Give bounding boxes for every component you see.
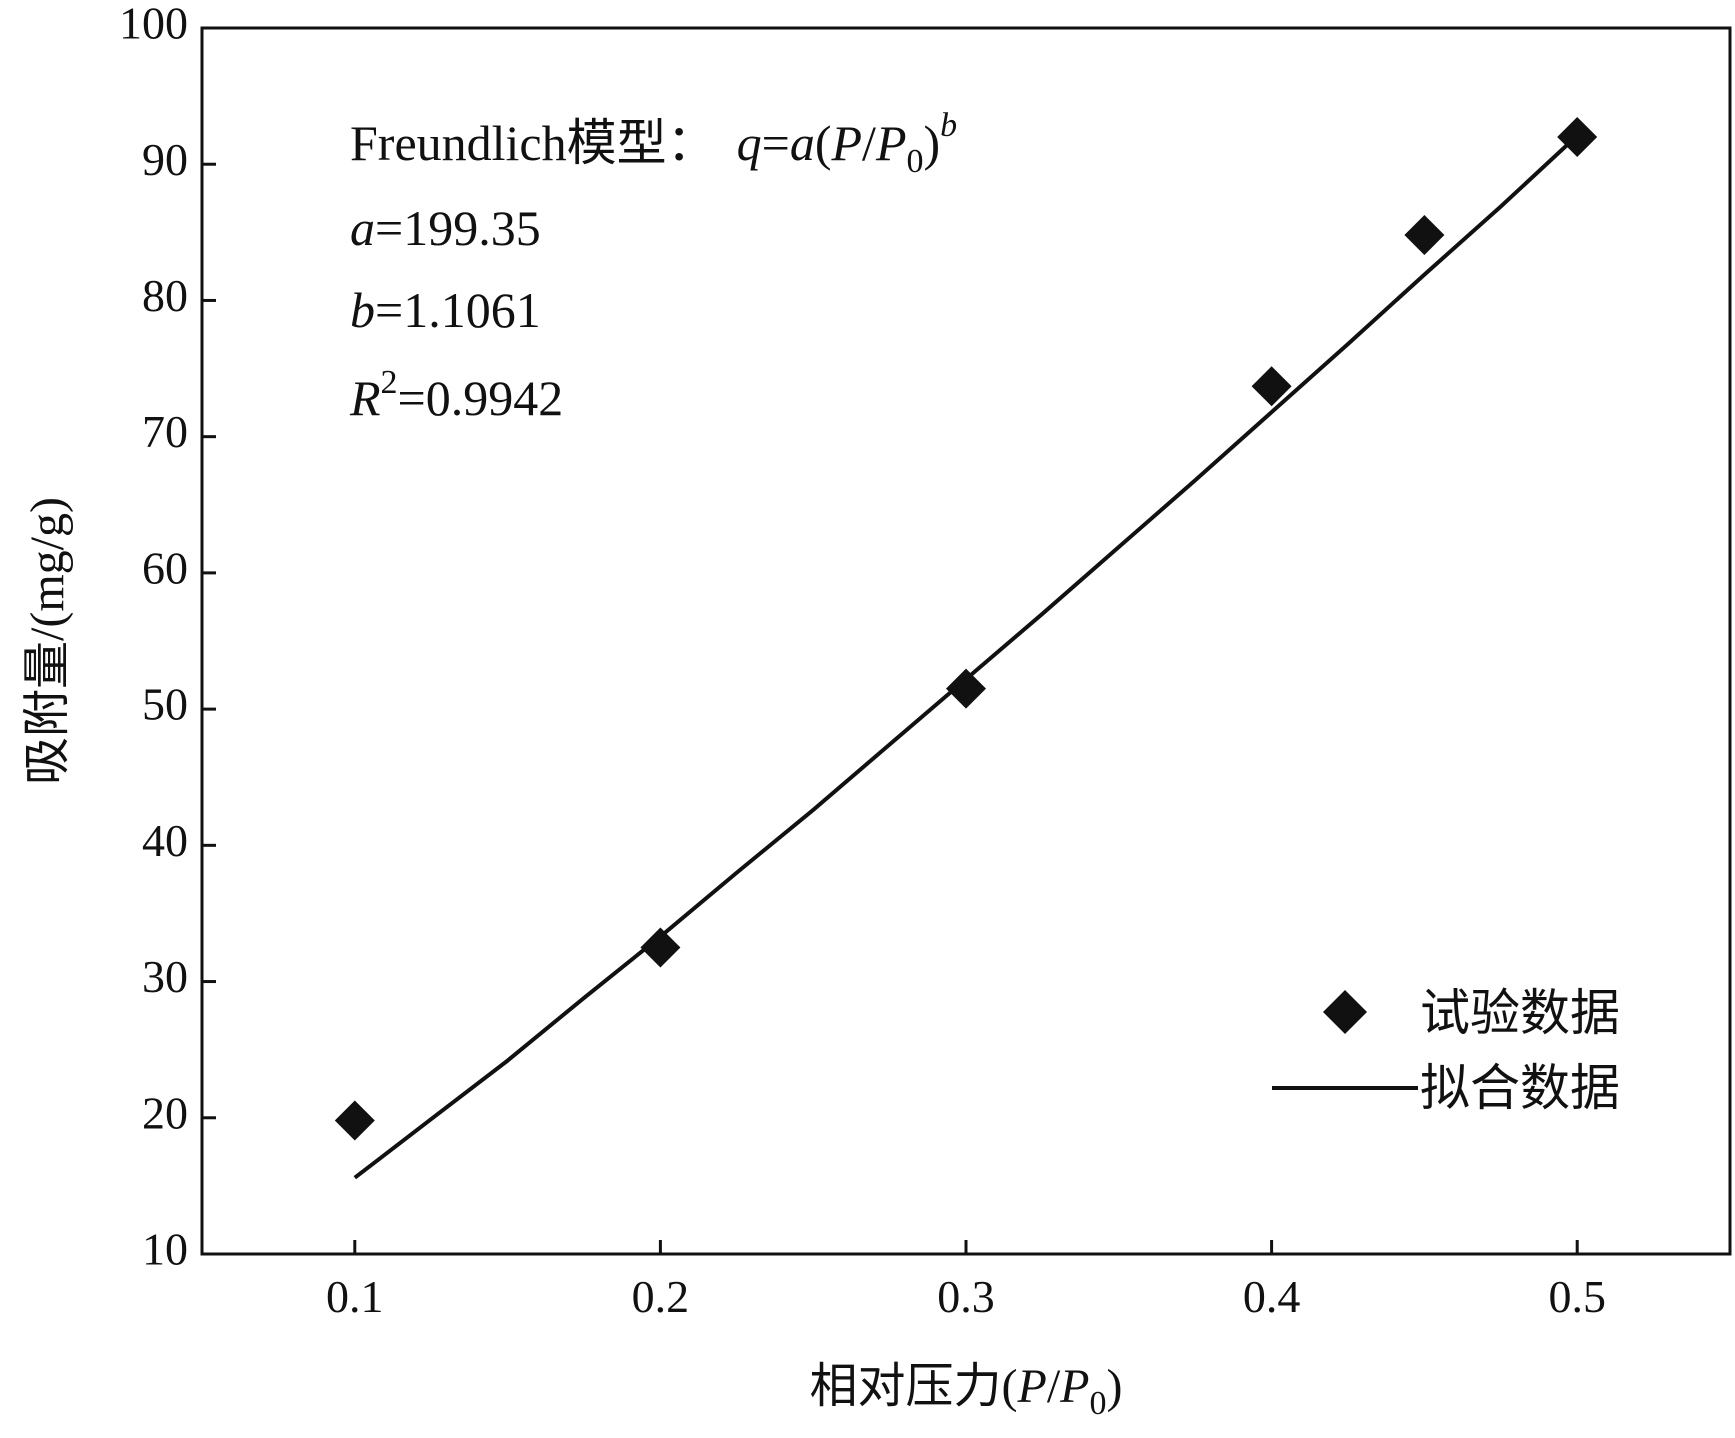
y-tick-label: 10 [142, 1224, 188, 1275]
param-b: b=1.1061 [350, 282, 541, 338]
y-tick-label: 50 [142, 679, 188, 730]
y-tick-label: 30 [142, 951, 188, 1002]
model-formula: Freundlich模型： q=a(P/P0)b [350, 107, 957, 180]
legend: 试验数据 拟合数据 [1272, 985, 1620, 1116]
data-point-diamond [640, 927, 681, 968]
y-tick-label: 90 [142, 134, 188, 185]
x-tick-label: 0.3 [937, 1271, 995, 1322]
legend-label-experiment: 试验数据 [1420, 985, 1620, 1041]
data-point-diamond [1251, 366, 1292, 407]
legend-marker-diamond [1323, 990, 1367, 1034]
y-axis-title: 吸附量/(mg/g) [21, 497, 74, 785]
x-tick-label: 0.5 [1548, 1271, 1606, 1322]
param-a: a=199.35 [350, 200, 541, 256]
y-tick-label: 100 [119, 0, 188, 49]
x-tick-label: 0.4 [1243, 1271, 1301, 1322]
data-point-diamond [946, 668, 986, 709]
y-axis: 10 20 30 40 50 60 70 80 90 100 [119, 0, 216, 1275]
data-point-diamond [1404, 215, 1445, 256]
legend-label-fit: 拟合数据 [1420, 1060, 1620, 1116]
model-annotation: Freundlich模型： q=a(P/P0)b a=199.35 b=1.106… [349, 107, 957, 426]
r-squared: R2=0.9942 [349, 364, 563, 426]
series-layer [334, 116, 1598, 1180]
data-point-diamond [1557, 116, 1598, 157]
x-tick-label: 0.2 [632, 1271, 690, 1322]
y-tick-label: 20 [142, 1087, 188, 1138]
x-axis: 0.1 0.2 0.3 0.4 0.5 [326, 1240, 1606, 1322]
y-tick-label: 80 [142, 270, 188, 321]
data-point-diamond [334, 1100, 375, 1141]
x-axis-title: 相对压力(P/P0) [810, 1360, 1123, 1422]
x-tick-label: 0.1 [326, 1271, 384, 1322]
y-tick-label: 60 [142, 542, 188, 593]
y-tick-label: 40 [142, 815, 188, 866]
y-tick-label: 70 [142, 406, 188, 457]
